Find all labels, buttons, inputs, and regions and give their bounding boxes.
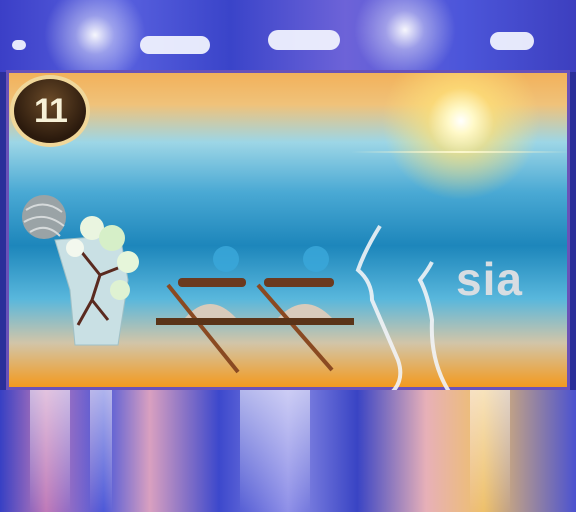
light-streak (240, 390, 310, 512)
level-badge: 11 (10, 75, 90, 147)
cloud (12, 40, 26, 50)
light-streak (90, 390, 112, 512)
bench-icon (166, 246, 246, 374)
brand-text: sia (456, 253, 523, 305)
bench-plank (156, 318, 354, 325)
cloud (140, 36, 210, 54)
sun-icon (371, 73, 551, 211)
badge-number: 11 (34, 91, 68, 130)
light-streak (470, 390, 510, 512)
yarn-ball-icon (22, 195, 66, 239)
sun-ray (351, 151, 567, 153)
light-streak (30, 390, 70, 512)
bench-icon (256, 246, 334, 372)
cloud (490, 32, 534, 50)
flower-vase-icon (54, 216, 139, 346)
cloud (268, 30, 340, 50)
